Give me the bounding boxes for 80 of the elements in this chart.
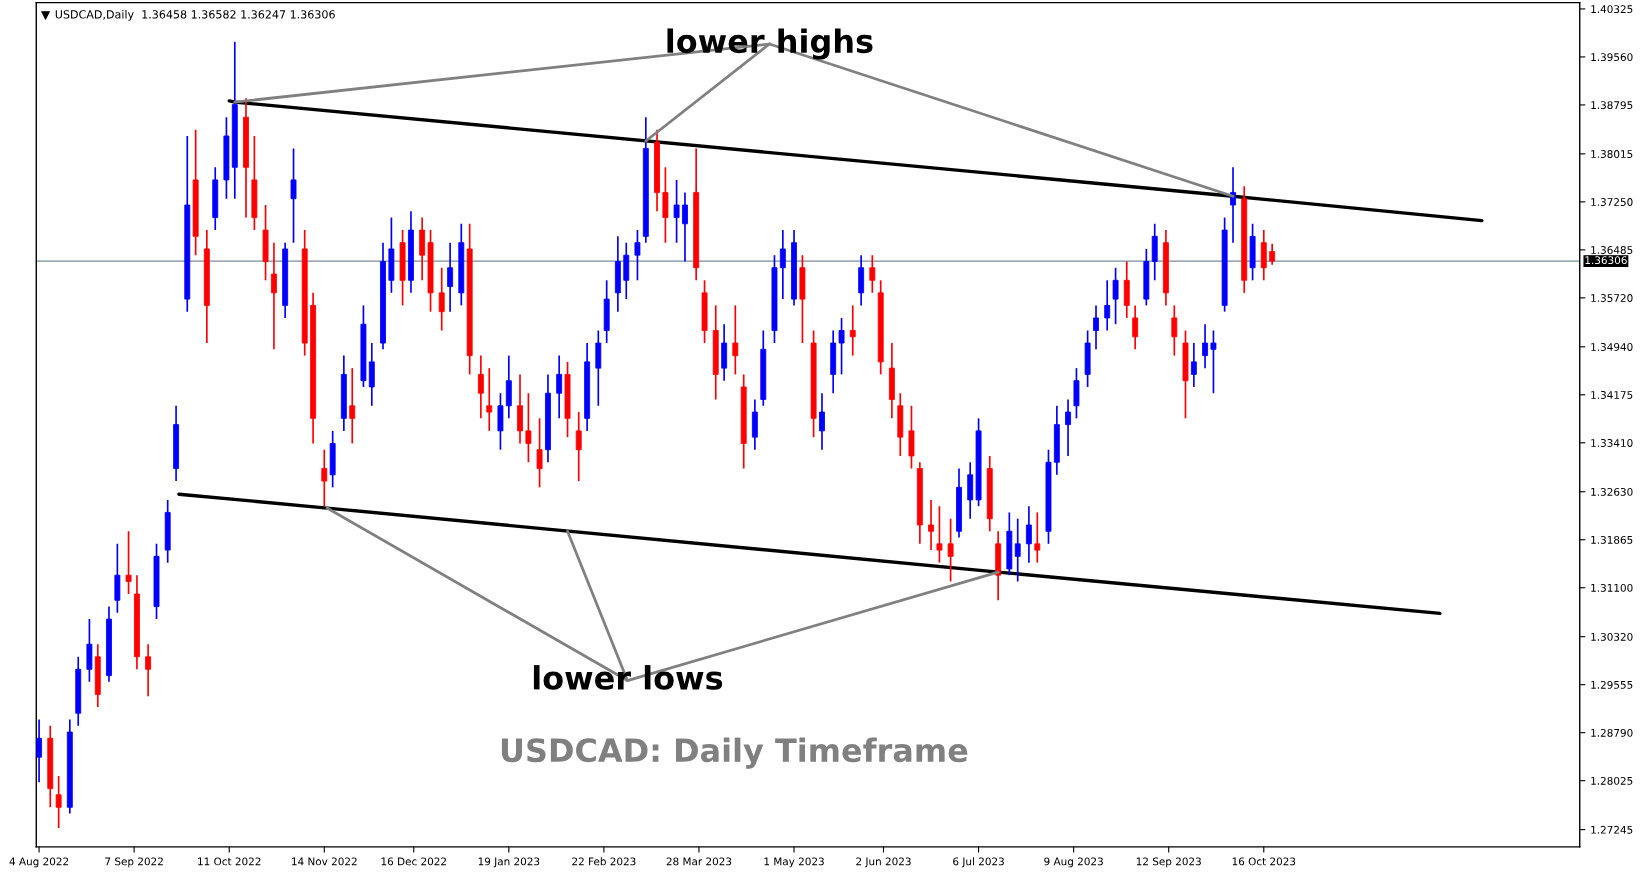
line-series xyxy=(227,99,1484,223)
x-tick-label: 14 Nov 2022 xyxy=(292,857,357,866)
y-tick-label: 1.29555 xyxy=(1591,680,1633,689)
x-tick-label: 9 Aug 2023 xyxy=(1044,857,1103,868)
candlestick xyxy=(673,179,680,244)
candlestick xyxy=(145,643,152,698)
candlestick xyxy=(682,191,688,263)
x-tick-label: 22 Feb 2023 xyxy=(572,857,636,866)
y-tick-label: 1.34175 xyxy=(1591,391,1633,399)
candlestick xyxy=(819,392,825,451)
candlestick xyxy=(438,266,445,332)
candlestick xyxy=(271,241,277,351)
y-tick-label: 1.39560 xyxy=(1591,53,1633,62)
y-tick-label: 1.28790 xyxy=(1591,728,1633,737)
candlestick xyxy=(349,367,356,445)
candlestick xyxy=(928,499,934,551)
candlestick xyxy=(936,505,943,564)
candlestick xyxy=(634,229,641,282)
y-tick-label: 1.37250 xyxy=(1591,198,1633,206)
candlestick xyxy=(1230,166,1236,244)
candlestick xyxy=(849,304,856,357)
candlestick xyxy=(1112,266,1119,326)
y-tick-label: 1.35720 xyxy=(1591,294,1633,302)
candlestick xyxy=(1034,511,1041,564)
y-tick-label: 1.36485 xyxy=(1591,246,1633,254)
line-series xyxy=(177,492,1442,616)
candlestick xyxy=(1104,279,1111,332)
candlestick xyxy=(447,241,454,313)
x-tick-label: 12 Sep 2023 xyxy=(1136,857,1201,868)
y-tick-label: 1.38795 xyxy=(1591,101,1633,110)
candlestick xyxy=(1025,505,1032,564)
text: USDCAD: Daily Timeframe xyxy=(501,737,968,769)
candlestick xyxy=(1190,342,1197,388)
candlestick xyxy=(536,417,543,489)
candlestick xyxy=(486,367,493,432)
y-tick-label: 1.34940 xyxy=(1591,343,1633,351)
x-tick-label: 19 Jan 2023 xyxy=(478,857,540,868)
x-tick-label: 28 Mar 2023 xyxy=(666,857,732,866)
candlestick xyxy=(732,304,739,376)
candlestick xyxy=(1093,304,1099,351)
x-tick-label: 6 Jul 2023 xyxy=(953,857,1004,868)
text: USDCAD,Daily 1.36458 1.36582 1.36247 1.36306 xyxy=(55,9,335,21)
x-tick-label: 1 May 2023 xyxy=(764,857,824,868)
y-tick-label: 1.32630 xyxy=(1591,487,1633,496)
candlestick xyxy=(1014,517,1021,583)
candlestick xyxy=(838,317,845,376)
x-tick-label: 7 Sep 2022 xyxy=(105,857,163,868)
candlestick xyxy=(477,354,484,420)
y-tick-label: 1.31865 xyxy=(1591,535,1633,544)
annotation: lower lows xyxy=(533,665,723,690)
candlestick xyxy=(1210,329,1217,395)
candlestick xyxy=(1132,304,1139,351)
x-tick-label: 11 Oct 2022 xyxy=(198,857,261,866)
candlestick xyxy=(290,147,297,244)
candlestick xyxy=(869,254,876,294)
y-tick-label: 1.28025 xyxy=(1591,776,1633,785)
x-tick-label: 16 Dec 2022 xyxy=(381,857,446,866)
candlestick xyxy=(1269,242,1276,266)
y-tick-label: 1.33410 xyxy=(1591,439,1633,447)
candlestick xyxy=(125,530,132,595)
candlestick xyxy=(556,354,563,420)
x-tick-label: 4 Aug 2022 xyxy=(9,857,69,868)
candlestick xyxy=(947,517,954,583)
candlestick xyxy=(779,229,786,300)
candlestick xyxy=(1171,304,1178,357)
candlestick xyxy=(575,411,582,482)
x-tick-label: 16 Oct 2023 xyxy=(1232,857,1296,866)
y-tick-label: 1.27245 xyxy=(1591,825,1633,834)
candlestick xyxy=(1065,398,1071,457)
candlestick xyxy=(55,775,62,829)
y-tick-label: 1.40325 xyxy=(1591,5,1633,14)
candlestick xyxy=(525,392,532,464)
y-tick-label: 1.38015 xyxy=(1591,150,1633,158)
y-tick-label: 1.31100 xyxy=(1591,583,1633,592)
annotation: lower highs xyxy=(667,28,873,60)
x-tick-label: 2 Jun 2023 xyxy=(856,857,911,868)
candlestick xyxy=(1202,323,1208,369)
ref-line-label: 1.36306 xyxy=(1585,256,1627,265)
candlestick xyxy=(321,448,328,508)
y-tick-label: 1.30320 xyxy=(1591,632,1633,641)
